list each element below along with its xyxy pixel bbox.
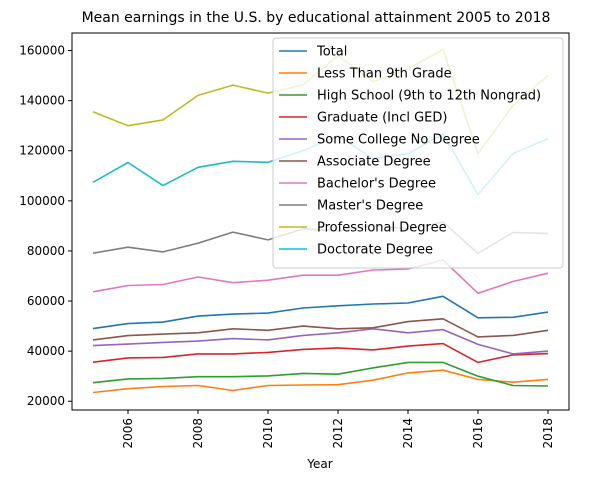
series-line-0 bbox=[92, 295, 549, 330]
x-tick-label: 2008 bbox=[191, 418, 205, 449]
x-tick-label: 2014 bbox=[401, 418, 415, 449]
y-tick-label: 80000 bbox=[27, 244, 65, 258]
y-tick-label: 120000 bbox=[19, 144, 65, 158]
series-line-1 bbox=[92, 369, 549, 394]
series-line-3 bbox=[92, 342, 549, 364]
plot-frame bbox=[71, 32, 570, 411]
x-tick-label: 2018 bbox=[541, 418, 555, 449]
y-tick-label: 100000 bbox=[19, 194, 65, 208]
series-line-4 bbox=[92, 327, 549, 355]
legend-label: Master's Degree bbox=[317, 199, 423, 214]
y-tick-label: 140000 bbox=[19, 94, 65, 108]
legend-label: Total bbox=[316, 45, 347, 60]
series-line-6 bbox=[92, 259, 549, 295]
legend-label: Professional Degree bbox=[317, 221, 447, 236]
legend-label: Some College No Degree bbox=[317, 133, 480, 148]
y-tick-label: 160000 bbox=[19, 44, 65, 58]
x-tick-label: 2006 bbox=[121, 418, 135, 449]
series-line-5 bbox=[92, 317, 549, 341]
legend-label: Graduate (Incl GED) bbox=[317, 111, 447, 126]
x-axis: 2006 2008 2010 2012 2014 2016 2018 bbox=[121, 410, 555, 449]
x-tick-label: 2012 bbox=[331, 418, 345, 449]
y-tick-label: 40000 bbox=[27, 344, 65, 358]
legend: Total Less Than 9th Grade High School (9th… bbox=[272, 37, 564, 269]
legend-label: High School (9th to 12th Nongrad) bbox=[317, 89, 541, 104]
series-line-2 bbox=[92, 361, 549, 387]
legend-box bbox=[272, 37, 564, 269]
legend-label: Doctorate Degree bbox=[317, 243, 433, 258]
x-tick-label: 2016 bbox=[471, 418, 485, 449]
y-tick-label: 20000 bbox=[27, 394, 65, 408]
legend-label: Associate Degree bbox=[317, 155, 431, 170]
y-tick-label: 60000 bbox=[27, 294, 65, 308]
x-axis-label: Year bbox=[306, 457, 332, 471]
x-tick-label: 2010 bbox=[261, 418, 275, 449]
chart-title: Mean earnings in the U.S. by educational… bbox=[82, 10, 551, 26]
y-axis: 20000 40000 60000 80000 100000 120000 140000 16… bbox=[19, 44, 72, 408]
legend-label: Bachelor's Degree bbox=[317, 177, 436, 192]
legend-label: Less Than 9th Grade bbox=[317, 67, 452, 82]
